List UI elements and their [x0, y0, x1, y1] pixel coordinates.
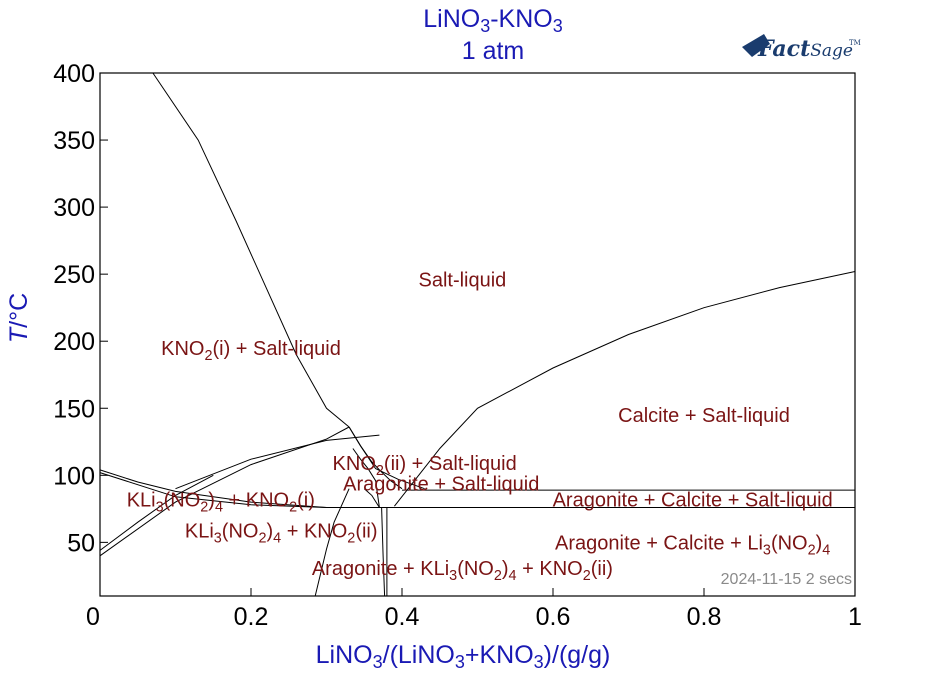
x-tick-label: 0.4 [385, 603, 420, 631]
x-tick-label: 0 [86, 603, 100, 631]
timestamp-label: 2024-11-15 2 secs [721, 571, 852, 588]
y-tick-label: 400 [53, 60, 95, 88]
x-axis-label: LiNO3/(LiNO3+KNO3)/(g/g) [316, 641, 611, 672]
y-tick-label: 250 [53, 261, 95, 289]
boundary-kli3-left-a [99, 474, 214, 551]
y-tick-label: 200 [53, 328, 95, 356]
y-tick-label: 300 [53, 194, 95, 222]
y-tick-label: 350 [53, 127, 95, 155]
region-label-2: Calcite + Salt-liquid [618, 405, 790, 427]
y-tick-label: 100 [53, 462, 95, 490]
x-tick-label: 0.6 [536, 603, 571, 631]
boundary-vertical-a [381, 507, 386, 597]
chart-subtitle: 1 atm [462, 37, 525, 65]
boundary-liquid-kno2-ii-upper [348, 426, 425, 490]
region-label-4: Aragonite + Salt-liquid [343, 473, 539, 495]
x-tick-label: 0.2 [234, 603, 269, 631]
boundary-liquidus-kno2 [152, 72, 350, 428]
logo-trademark: TM [849, 39, 861, 47]
region-label-7: KLi3(NO2)4 + KNO2(ii) [185, 520, 378, 546]
logo-mark-icon [742, 34, 770, 57]
x-tick-label: 1 [848, 603, 862, 631]
plot-frame [99, 72, 856, 597]
region-label-0: Salt-liquid [418, 270, 506, 292]
y-tick-label: 150 [53, 395, 95, 423]
boundary-liquidus-aragonite [379, 469, 403, 490]
region-label-9: Aragonite + KLi3(NO2)4 + KNO2(ii) [312, 558, 613, 584]
axis-labels: LiNO3/(LiNO3+KNO3)/(g/g) T/°C [5, 293, 610, 672]
y-tick-label: 50 [67, 529, 95, 557]
region-label-3: KNO2(ii) + Salt-liquid [333, 453, 517, 479]
boundary-aragonite-solvus-b [352, 448, 380, 508]
y-axis-label: T/°C [5, 293, 33, 343]
region-labels: Salt-liquid KNO2(i) + Salt-liquid Calcite … [127, 270, 833, 584]
boundary-aragonite-left [363, 488, 380, 508]
region-label-8: Aragonite + Calcite + Li3(NO2)4 [555, 532, 830, 558]
region-label-6: Aragonite + Calcite + Salt-liquid [553, 489, 833, 511]
x-tick-label: 0.8 [687, 603, 722, 631]
boundary-aragonite-solvus-a [314, 488, 350, 597]
boundary-liquidus-calcite [394, 271, 856, 507]
logo-text: FactSage [757, 36, 853, 62]
boundary-kno2-transition-left [99, 426, 350, 557]
boundary-kno2-transition-mid [175, 434, 380, 490]
chart-title: LiNO3-KNO3 [423, 5, 563, 36]
plot-area-border [99, 72, 856, 597]
region-label-5: KLi3(NO2)4 + KNO2(i) [127, 489, 315, 515]
phase-boundaries [99, 72, 856, 597]
region-label-1: KNO2(i) + Salt-liquid [161, 338, 341, 364]
